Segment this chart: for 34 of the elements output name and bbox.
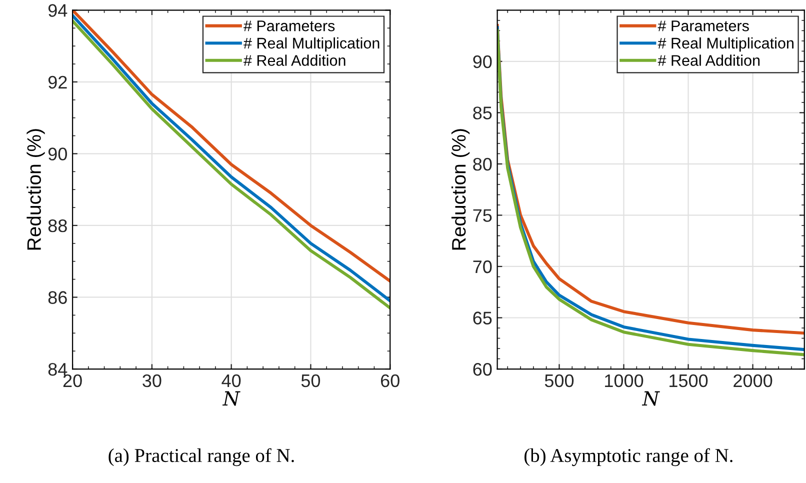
text: (b) Asymptotic range of N. xyxy=(524,448,732,466)
y-axis-title: Reduction (%) xyxy=(26,129,45,250)
legend-label: # Real Addition xyxy=(658,54,760,66)
legend-label: # Real Addition xyxy=(244,54,346,66)
legend-label: # Parameters xyxy=(244,20,335,32)
y-tick-label: 94 xyxy=(48,4,68,17)
x-tick-label: 500 xyxy=(544,374,574,388)
y-tick-label: 90 xyxy=(473,55,492,68)
y-tick-label: 70 xyxy=(473,260,492,274)
y-tick-label: 80 xyxy=(473,158,492,171)
x-axis-title: N xyxy=(642,391,660,406)
x-tick-label: 20 xyxy=(63,374,82,388)
y-tick-label: 65 xyxy=(473,312,492,324)
x-tick-label: 1500 xyxy=(670,374,708,388)
x-tick-label: 60 xyxy=(380,374,400,388)
legend-label: # Real Multiplication xyxy=(658,37,794,52)
legend-label: # Real Multiplication xyxy=(244,37,380,52)
y-tick-label: 86 xyxy=(48,291,67,304)
x-tick-label: 40 xyxy=(222,374,241,388)
x-axis-title: N xyxy=(222,391,240,406)
x-tick-label: 50 xyxy=(301,374,320,388)
y-tick-label: 84 xyxy=(48,362,68,376)
y-tick-label: 75 xyxy=(473,209,492,222)
text: (a) Practical range of N. xyxy=(108,448,294,466)
y-tick-label: 90 xyxy=(48,148,67,160)
x-tick-label: 1000 xyxy=(605,374,644,388)
x-tick-label: 2000 xyxy=(734,374,772,388)
y-axis-title: Reduction (%) xyxy=(451,129,470,250)
legend-label: # Parameters xyxy=(658,20,749,32)
y-tick-label: 92 xyxy=(48,76,67,89)
y-tick-label: 88 xyxy=(48,219,67,232)
x-tick-label: 30 xyxy=(142,374,162,388)
y-tick-label: 85 xyxy=(473,106,492,120)
y-tick-label: 60 xyxy=(473,362,492,376)
